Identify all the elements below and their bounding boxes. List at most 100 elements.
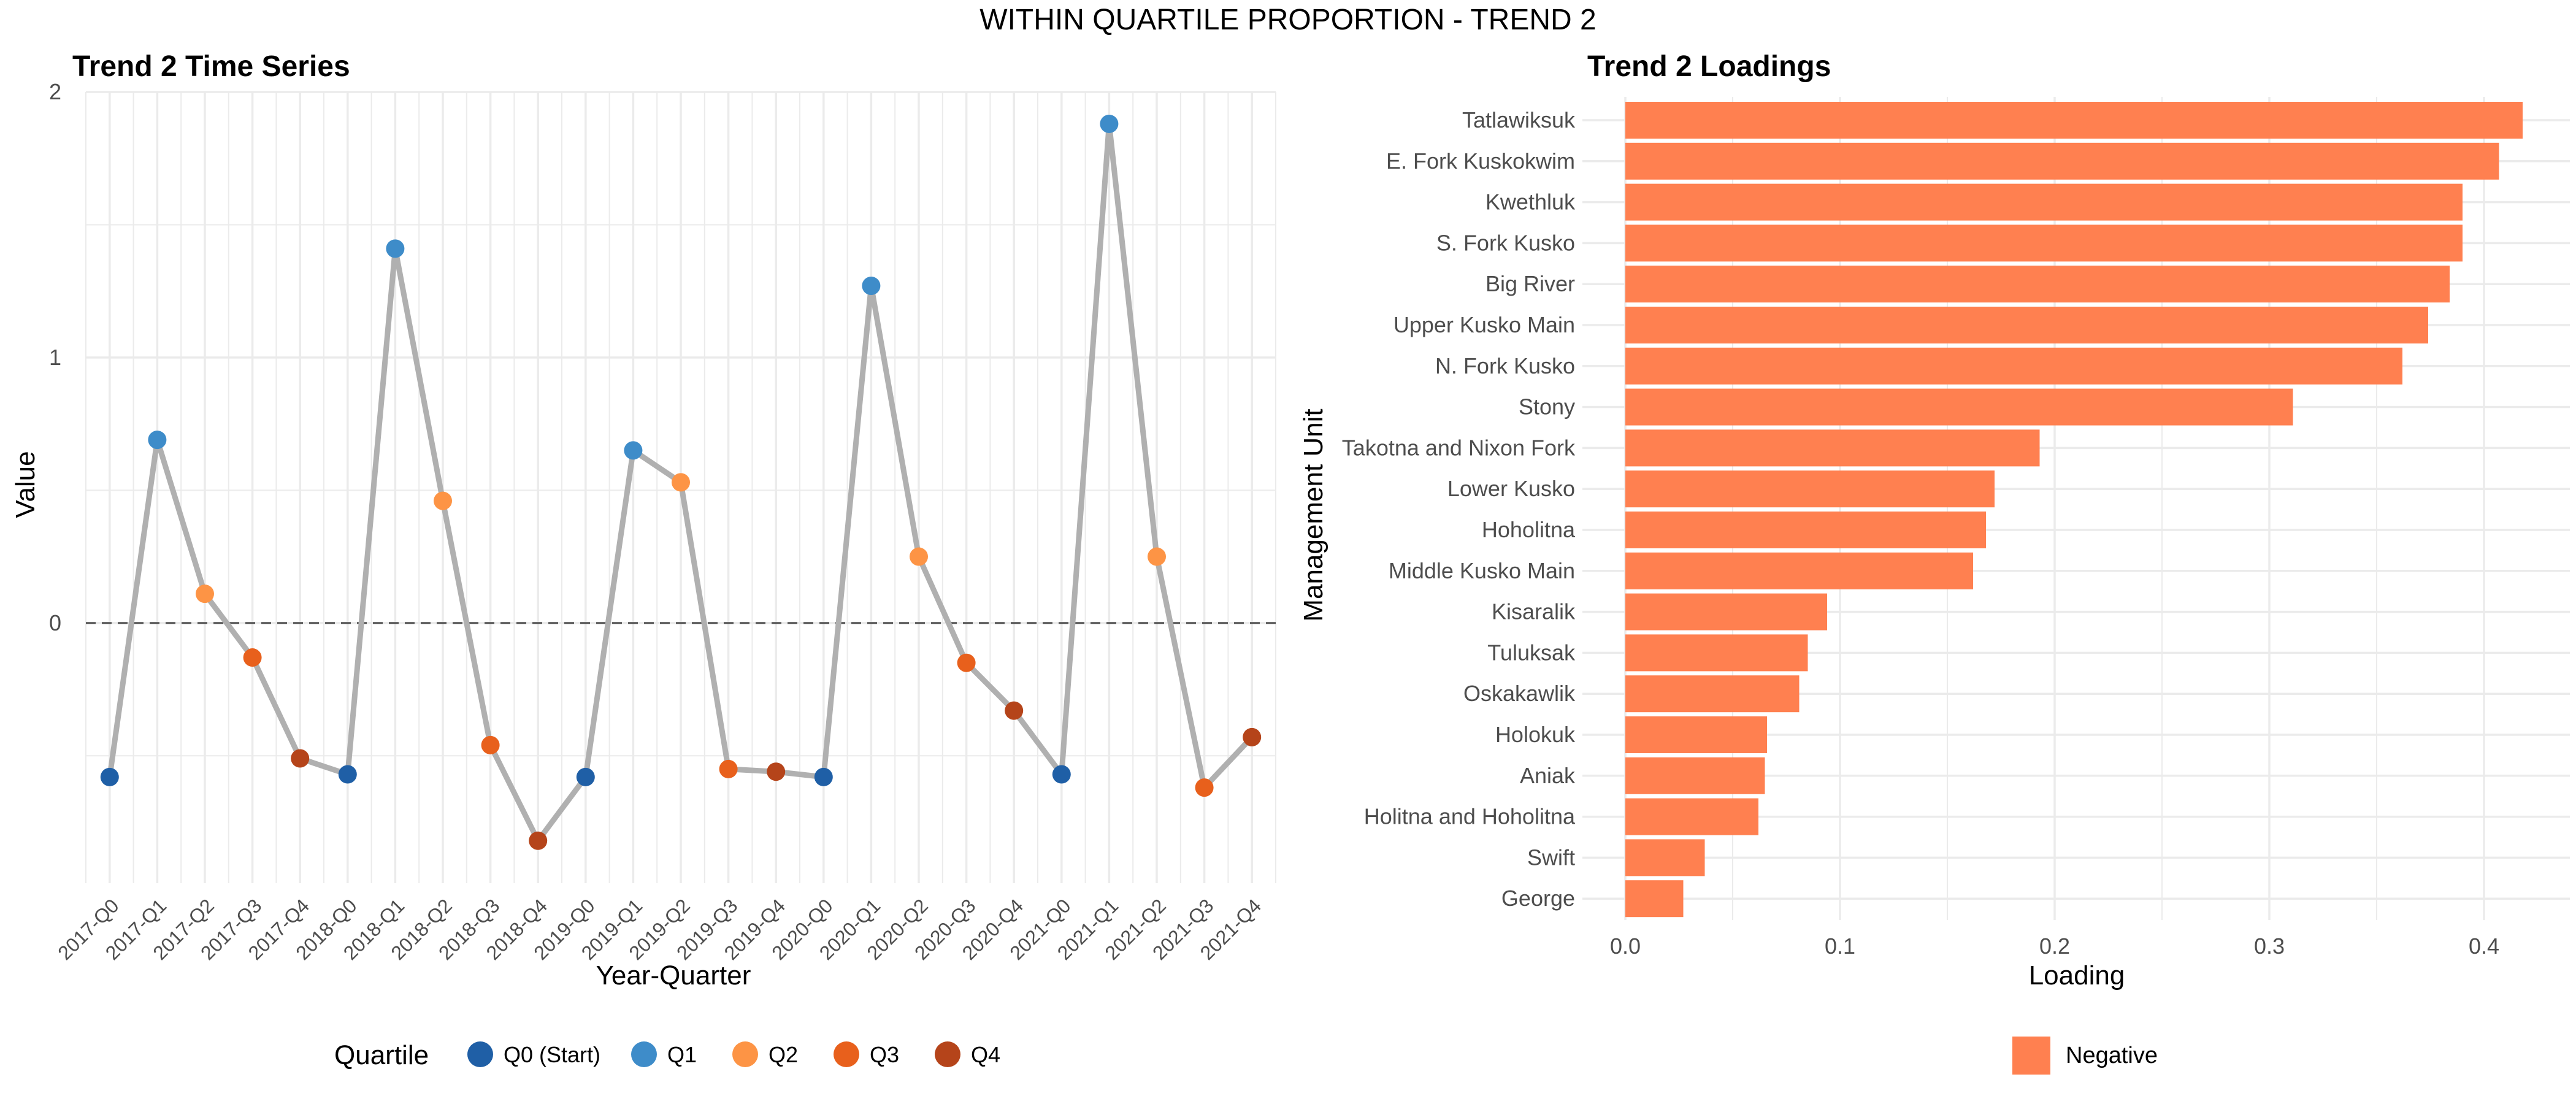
data-point (576, 767, 595, 786)
category-label: Middle Kusko Main (1389, 558, 1575, 583)
category-label: E. Fork Kuskokwim (1386, 148, 1575, 174)
bar (1625, 470, 1995, 508)
bar (1625, 307, 2428, 343)
x-axis-label: Loading (2029, 960, 2125, 991)
legend-label: Q2 (769, 1042, 798, 1067)
y-tick-label: 2 (49, 79, 61, 104)
data-point (529, 831, 548, 850)
data-point (1005, 701, 1024, 720)
legend-item: Q0 (Start) (467, 1041, 600, 1067)
y-tick-label: 1 (49, 345, 61, 370)
series-points (100, 114, 1262, 850)
data-point (957, 653, 976, 672)
x-tick-label: 0.4 (2469, 933, 2499, 959)
data-point (100, 767, 119, 786)
loadings-legend: Negative (2012, 1037, 2158, 1075)
x-axis-label: Year-Quarter (596, 960, 751, 991)
category-label: Swift (1527, 845, 1575, 870)
bar (1625, 102, 2523, 139)
data-point (243, 648, 262, 667)
category-label: N. Fork Kusko (1435, 353, 1575, 378)
category-label: Kwethluk (1485, 190, 1576, 215)
legend-marker (935, 1041, 960, 1067)
data-point (624, 441, 643, 460)
data-point (386, 239, 405, 258)
data-point (1100, 114, 1119, 133)
bar (1625, 183, 2463, 221)
legend-label: Q3 (870, 1042, 899, 1067)
category-label: Stony (1519, 394, 1575, 420)
bar (1625, 798, 1758, 835)
legend-title: Quartile (334, 1040, 429, 1070)
quartile-legend: Quartile Q0 (Start) Q1 Q2 Q3 Q4 (334, 1040, 1000, 1070)
legend-label: Q4 (971, 1042, 1000, 1067)
category-label: Big River (1485, 271, 1575, 296)
bar (1625, 388, 2293, 426)
bar (1625, 142, 2499, 180)
loading-bars (1625, 102, 2523, 918)
bar (1625, 512, 1986, 548)
loadings-panel: Trend 2 Loadings Tatlawiksuk E. Fork Kusk… (1298, 50, 2570, 1075)
loadings-title: Trend 2 Loadings (1587, 50, 1831, 83)
x-tick-labels: 0.0 0.1 0.2 0.3 0.4 (1610, 933, 2499, 959)
category-label: Aniak (1520, 763, 1576, 788)
legend-marker (631, 1041, 657, 1067)
figure-title: WITHIN QUARTILE PROPORTION - TREND 2 (979, 4, 1596, 36)
legend-swatch-negative (2012, 1037, 2050, 1075)
data-point (1243, 727, 1262, 746)
bar (1625, 675, 1800, 713)
x-tick-label: 0.0 (1610, 933, 1641, 959)
data-point (862, 277, 881, 296)
legend-marker (834, 1041, 859, 1067)
category-label: Kisaralik (1492, 599, 1576, 624)
bar (1625, 634, 1808, 672)
category-labels: Tatlawiksuk E. Fork Kuskokwim Kwethluk S. F… (1342, 107, 1576, 911)
bar (1625, 839, 1705, 876)
category-label: S. Fork Kusko (1436, 230, 1575, 255)
time-series-title: Trend 2 Time Series (72, 50, 350, 83)
bar (1625, 552, 1973, 589)
x-tick-label: 0.1 (1825, 933, 1855, 959)
category-label: Takotna and Nixon Fork (1342, 435, 1576, 460)
x-tick-label: 0.2 (2039, 933, 2070, 959)
legend-marker (732, 1041, 758, 1067)
legend-item: Q2 (732, 1041, 798, 1067)
data-point (1052, 765, 1071, 784)
legend-label-negative: Negative (2066, 1043, 2158, 1068)
bar (1625, 880, 1684, 918)
category-label: Upper Kusko Main (1393, 312, 1575, 337)
legend-item: Q4 (935, 1041, 1000, 1067)
legend-label: Q0 (Start) (504, 1042, 600, 1067)
bar (1625, 593, 1827, 631)
category-label: Oskakawlik (1463, 681, 1576, 706)
category-label: Tatlawiksuk (1462, 107, 1576, 132)
data-point (434, 491, 452, 510)
bar (1625, 224, 2463, 262)
legend-item: Q1 (631, 1041, 697, 1067)
data-point (196, 585, 214, 604)
data-point (814, 767, 833, 786)
y-tick-labels: 0 1 2 (49, 79, 61, 635)
data-point (148, 431, 167, 450)
bar (1625, 347, 2402, 385)
data-point (672, 473, 690, 492)
category-label: Tuluksak (1487, 640, 1576, 665)
bar (1625, 757, 1765, 794)
y-axis-label: Management Unit (1298, 408, 1328, 621)
bar (1625, 266, 2450, 303)
x-tick-label: 0.3 (2254, 933, 2285, 959)
data-point (767, 762, 786, 781)
data-point (719, 759, 738, 778)
data-point (291, 749, 310, 768)
legend-marker (467, 1041, 493, 1067)
data-point (338, 765, 357, 784)
category-label: Lower Kusko (1447, 476, 1575, 501)
y-tick-label: 0 (49, 610, 61, 635)
data-point (910, 547, 928, 566)
category-label: Holitna and Hoholitna (1364, 804, 1576, 829)
y-axis-label: Value (10, 451, 40, 518)
legend-item: Q3 (834, 1041, 899, 1067)
bar (1625, 716, 1767, 753)
legend-label: Q1 (667, 1042, 697, 1067)
